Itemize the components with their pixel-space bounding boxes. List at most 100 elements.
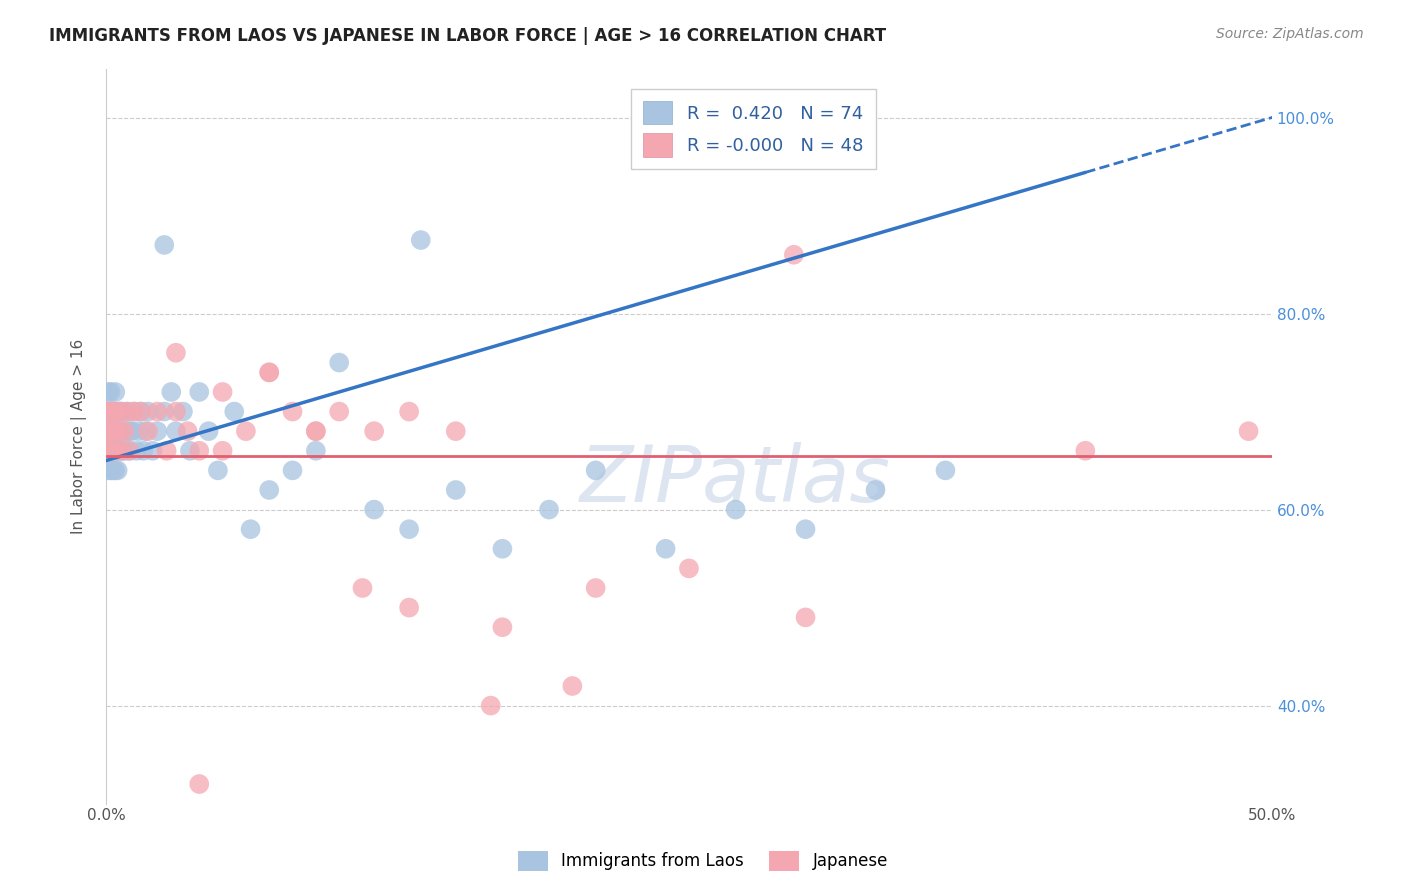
Point xyxy=(724,502,747,516)
Point xyxy=(104,443,127,458)
Point xyxy=(125,443,148,458)
Point xyxy=(153,404,176,418)
Point xyxy=(118,443,141,458)
Point xyxy=(165,345,187,359)
Point xyxy=(165,404,187,418)
Point xyxy=(934,463,956,477)
Point xyxy=(172,404,194,418)
Point xyxy=(257,365,280,379)
Point xyxy=(100,424,122,438)
Point xyxy=(107,443,129,458)
Point xyxy=(111,443,134,458)
Point xyxy=(398,522,420,536)
Point xyxy=(128,424,150,438)
Point xyxy=(107,424,129,438)
Point xyxy=(146,404,169,418)
Point xyxy=(188,443,211,458)
Point xyxy=(122,404,145,418)
Point xyxy=(97,424,120,438)
Point xyxy=(108,424,131,438)
Point xyxy=(108,404,131,418)
Point xyxy=(211,384,233,399)
Point xyxy=(136,404,159,418)
Point xyxy=(207,463,229,477)
Point xyxy=(156,443,179,458)
Point xyxy=(104,404,127,418)
Point xyxy=(118,443,141,458)
Point xyxy=(100,424,122,438)
Point xyxy=(305,424,328,438)
Point xyxy=(121,424,143,438)
Point xyxy=(1074,443,1097,458)
Point xyxy=(104,384,127,399)
Point xyxy=(165,424,187,438)
Point xyxy=(305,443,328,458)
Point xyxy=(104,424,127,438)
Point xyxy=(146,424,169,438)
Point xyxy=(561,679,583,693)
Point xyxy=(305,424,328,438)
Point xyxy=(794,522,817,536)
Text: ZIPatlas: ZIPatlas xyxy=(581,442,891,518)
Point xyxy=(97,384,120,399)
Point xyxy=(188,777,211,791)
Point xyxy=(188,384,211,399)
Point xyxy=(100,404,122,418)
Point xyxy=(101,424,124,438)
Point xyxy=(281,404,304,418)
Point xyxy=(100,463,122,477)
Text: IMMIGRANTS FROM LAOS VS JAPANESE IN LABOR FORCE | AGE > 16 CORRELATION CHART: IMMIGRANTS FROM LAOS VS JAPANESE IN LABO… xyxy=(49,27,886,45)
Point xyxy=(479,698,502,713)
Point xyxy=(101,404,124,418)
Point xyxy=(678,561,700,575)
Point xyxy=(398,404,420,418)
Point xyxy=(115,404,138,418)
Point xyxy=(491,541,513,556)
Point xyxy=(176,424,198,438)
Point xyxy=(108,404,131,418)
Point xyxy=(104,424,127,438)
Point xyxy=(100,443,122,458)
Point xyxy=(104,463,127,477)
Point xyxy=(107,443,129,458)
Point xyxy=(111,443,134,458)
Point xyxy=(114,443,136,458)
Point xyxy=(197,424,219,438)
Point xyxy=(444,424,467,438)
Point xyxy=(122,404,145,418)
Point xyxy=(211,443,233,458)
Point xyxy=(97,404,120,418)
Point xyxy=(104,404,127,418)
Legend: R =  0.420   N = 74, R = -0.000   N = 48: R = 0.420 N = 74, R = -0.000 N = 48 xyxy=(630,88,876,169)
Point xyxy=(537,502,560,516)
Point xyxy=(97,463,120,477)
Point xyxy=(153,238,176,252)
Point xyxy=(97,443,120,458)
Point xyxy=(101,404,124,418)
Text: Source: ZipAtlas.com: Source: ZipAtlas.com xyxy=(1216,27,1364,41)
Point xyxy=(585,581,607,595)
Point xyxy=(107,424,129,438)
Point xyxy=(114,424,136,438)
Point xyxy=(114,424,136,438)
Point xyxy=(142,443,165,458)
Point xyxy=(363,502,385,516)
Point xyxy=(115,404,138,418)
Point xyxy=(97,443,120,458)
Point xyxy=(257,365,280,379)
Point xyxy=(101,404,124,418)
Point xyxy=(179,443,201,458)
Point xyxy=(328,355,350,369)
Point xyxy=(235,424,257,438)
Point xyxy=(491,620,513,634)
Point xyxy=(100,424,122,438)
Point xyxy=(794,610,817,624)
Point xyxy=(654,541,676,556)
Point xyxy=(239,522,262,536)
Point xyxy=(111,404,134,418)
Point xyxy=(107,404,129,418)
Point xyxy=(118,424,141,438)
Point xyxy=(129,404,152,418)
Point xyxy=(97,424,120,438)
Point xyxy=(108,443,131,458)
